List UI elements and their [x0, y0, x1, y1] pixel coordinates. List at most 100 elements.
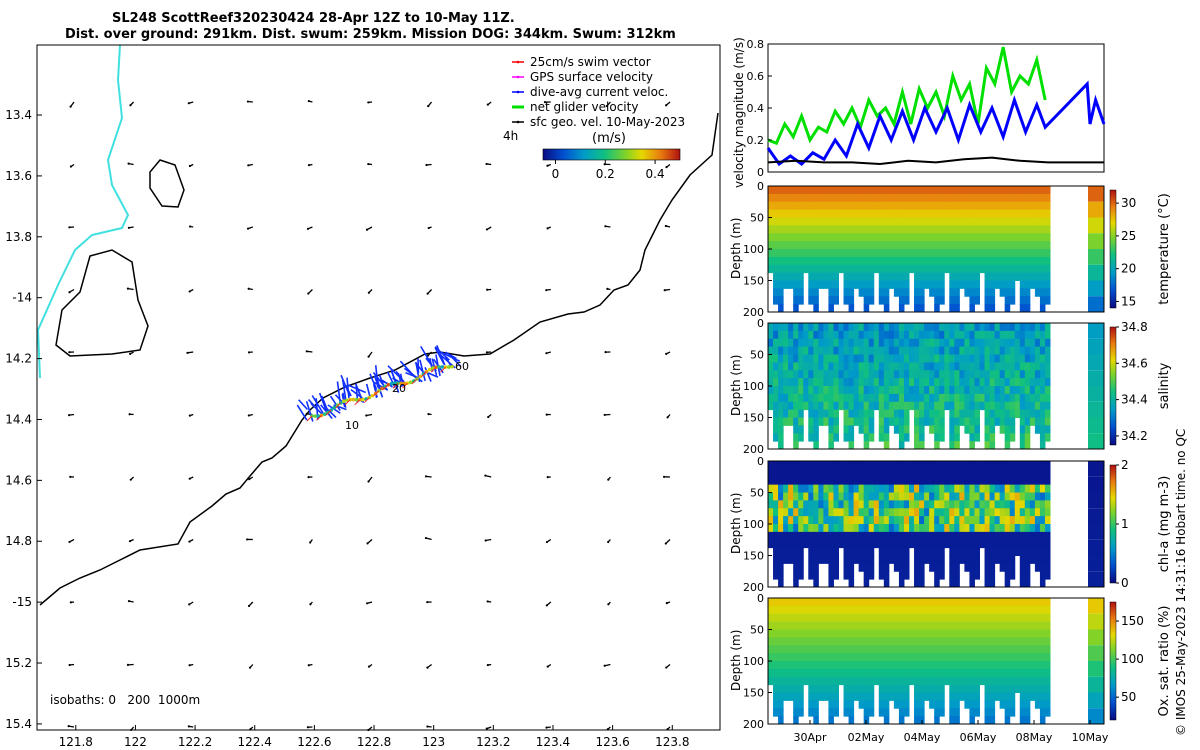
- depth-cell: [914, 579, 920, 588]
- depth-cell: [954, 571, 960, 580]
- depth-cell: [1044, 484, 1051, 493]
- map-panel[interactable]: 10 20 60 121.8 122 122.2 122.4 122.6 122.8 123…: [5, 44, 721, 749]
- depth-cell: [788, 264, 794, 274]
- depth-cell: [798, 661, 804, 670]
- depth-cell: [813, 708, 819, 717]
- depth-cell: [949, 555, 955, 564]
- depth-cell: [989, 272, 996, 281]
- geo-arrow-head: [247, 287, 250, 290]
- depth-cell: [994, 637, 1001, 646]
- depth-cell: [808, 539, 814, 549]
- depth-cell: [858, 461, 865, 470]
- depth-cell: [999, 256, 1006, 266]
- depth-cell: [828, 346, 834, 355]
- depth-cell: [934, 716, 940, 725]
- depth-cell: [994, 225, 1001, 234]
- depth-cell: [1044, 629, 1051, 638]
- depth-cell: [828, 225, 834, 234]
- depth-cell: [878, 425, 885, 434]
- depth-cell: [1039, 433, 1046, 442]
- depth-cell: [903, 629, 910, 638]
- depth-cell: [823, 409, 829, 418]
- depth-cell: [1009, 201, 1016, 211]
- depth-cell: [944, 256, 950, 266]
- depth-cell: [999, 555, 1006, 564]
- depth-cell: [833, 563, 839, 572]
- depth-cell: [1044, 296, 1051, 305]
- depth-cell: [853, 531, 860, 541]
- depth-cell: [853, 645, 860, 654]
- depth-cell: [934, 201, 940, 211]
- depth-cell: [969, 555, 975, 564]
- depth-cell: [919, 323, 925, 332]
- depth-cell: [808, 500, 814, 509]
- depth-cell: [848, 524, 855, 533]
- depth-cell: [853, 621, 860, 630]
- depth-cell: [898, 613, 905, 623]
- depth-cell: [1024, 186, 1031, 195]
- depth-cell: [1039, 605, 1046, 615]
- depth-cell: [858, 280, 865, 289]
- depth-cell: [1019, 500, 1026, 509]
- depth-cell: [1029, 193, 1036, 203]
- date-tick-label: 04May: [904, 731, 941, 744]
- depth-cell: [939, 225, 945, 234]
- depth-cell: [843, 516, 850, 525]
- depth-cell: [914, 547, 920, 556]
- depth-cell: [888, 346, 895, 355]
- depth-cell: [1019, 563, 1026, 572]
- depth-cell: [929, 409, 935, 418]
- depth-cell: [1029, 629, 1036, 638]
- depth-cell: [768, 468, 774, 478]
- depth-cell: [903, 362, 910, 371]
- depth-cell: [808, 330, 814, 340]
- map-y-tick-label: 13.6: [5, 169, 32, 183]
- depth-cell: [1009, 661, 1016, 670]
- depth-cell: [813, 645, 819, 654]
- depth-cell: [898, 241, 905, 250]
- depth-cell: [999, 425, 1006, 434]
- depth-cell: [1019, 441, 1026, 450]
- depth-cell: [788, 393, 794, 403]
- depth-cell: [828, 500, 834, 509]
- depth-cell: [1004, 613, 1011, 623]
- depth-cell: [828, 338, 834, 348]
- depth-cell: [984, 476, 991, 486]
- depth-cell: [929, 563, 935, 572]
- depth-cell: [994, 684, 1001, 693]
- depth-cell: [778, 676, 784, 686]
- depth-cell: [813, 700, 819, 709]
- depth-cell: [1014, 668, 1021, 678]
- velocity-panel[interactable]: 00.20.40.60.8 velocity magnitude (m/s): [732, 37, 1106, 188]
- depth-cell: [813, 330, 819, 340]
- depth-cell: [843, 692, 850, 701]
- depth-cell: [1009, 433, 1016, 442]
- depth-cell: [1039, 547, 1046, 556]
- depth-cell: [914, 661, 920, 670]
- depth-cell: [828, 661, 834, 670]
- depth-cell: [949, 692, 955, 701]
- depth-cell: [1004, 186, 1011, 195]
- depth-cell: [783, 323, 789, 332]
- depth-cell: [1029, 338, 1036, 348]
- depth-cell: [823, 393, 829, 403]
- depth-cell: [1004, 378, 1011, 387]
- geo-arrow-head: [426, 666, 429, 669]
- depth-cell: [893, 484, 900, 493]
- depth-cell: [898, 370, 905, 379]
- depth-cell: [833, 500, 839, 509]
- geo-arrow-head: [486, 600, 489, 603]
- depth-cell: [803, 256, 809, 266]
- depth-cell: [778, 468, 784, 478]
- depth-cell: [1044, 539, 1051, 549]
- geo-arrow-head: [306, 726, 310, 729]
- depth-cell: [984, 417, 991, 426]
- depth-cell: [768, 330, 774, 340]
- depth-cell: [1014, 508, 1021, 517]
- depth-cell: [808, 401, 814, 411]
